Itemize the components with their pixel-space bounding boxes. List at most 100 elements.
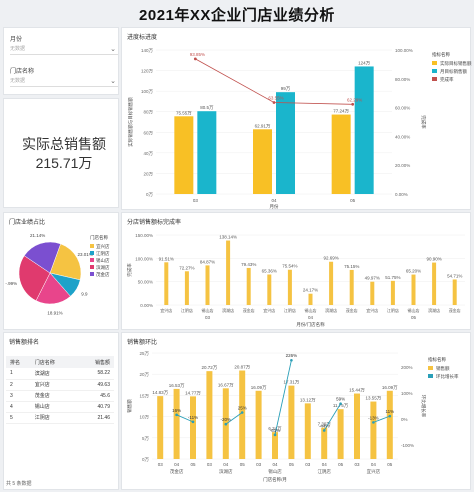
rate-label: 63.55% bbox=[268, 95, 283, 100]
header-rank[interactable]: 排名 bbox=[6, 356, 31, 368]
header-sales[interactable]: 销售额 bbox=[73, 356, 114, 368]
y2-tick-label: 60.00% bbox=[395, 106, 410, 111]
growth-point bbox=[339, 402, 342, 405]
bar-value-label: 62.91万 bbox=[255, 123, 271, 129]
y-tick-label: 10万 bbox=[139, 415, 149, 421]
bar-value-label: 16.09万 bbox=[251, 385, 267, 391]
bar-value-label: 16.53万 bbox=[169, 383, 185, 389]
bar bbox=[354, 66, 374, 194]
x-tick-label: 锡山店 bbox=[202, 307, 214, 313]
bar-value-label: 20.87万 bbox=[234, 365, 250, 371]
x-tick-label: 04 bbox=[272, 462, 278, 467]
x-tick-label: 04 bbox=[322, 462, 328, 467]
growth-label: -44% bbox=[319, 423, 330, 428]
y-tick-label: 0万 bbox=[146, 192, 154, 198]
table-row[interactable]: 3 茂金店 45.6 bbox=[6, 390, 114, 402]
legend-label: 宜兴店 bbox=[96, 243, 110, 250]
y2-tick-label: 80.00% bbox=[395, 77, 410, 82]
kpi-card: 实际总销售额 215.71万 bbox=[3, 98, 119, 208]
x-tick-label: 江阴店 bbox=[284, 307, 296, 313]
growth-point bbox=[224, 422, 228, 426]
completion-chart: 0.00% 50.00% 100.00% 150.00% 完成率 91.51% 宜兴店 72.… bbox=[126, 233, 465, 328]
bar-value-label: 84.87% bbox=[200, 259, 215, 264]
bar-value-label: 72.27% bbox=[179, 265, 194, 270]
bar bbox=[308, 293, 313, 305]
table-row[interactable]: 4 锡山店 40.79 bbox=[6, 401, 114, 413]
growth-point bbox=[322, 429, 326, 432]
y2-tick-label: 40.00% bbox=[395, 134, 410, 139]
legend-swatch bbox=[432, 69, 437, 73]
bar bbox=[321, 427, 328, 459]
table-row[interactable]: 1 滨湖店 58.22 bbox=[6, 368, 114, 380]
legend-label: 实际目标销售额 bbox=[440, 60, 472, 67]
bar bbox=[331, 114, 351, 194]
store-cell: 锡山店 bbox=[30, 401, 74, 413]
pie-label: 9.9 bbox=[81, 291, 88, 296]
rate-point bbox=[193, 57, 197, 61]
growth-label: -61% bbox=[270, 428, 281, 433]
x-tick-label: 茂金店 bbox=[346, 307, 358, 313]
store-select[interactable]: 无数据 ⌄ bbox=[10, 76, 118, 87]
y-tick-label: 140万 bbox=[141, 48, 154, 54]
bar bbox=[253, 129, 272, 194]
y2-tick-label: 0% bbox=[401, 417, 408, 422]
x-tick-label: 宜兴店 bbox=[263, 307, 275, 313]
month-select[interactable]: 无数据 ⌄ bbox=[10, 44, 118, 55]
bar-value-label: 80.5万 bbox=[200, 105, 214, 111]
y-tick-label: 25万 bbox=[139, 351, 149, 357]
x-tick-label: 05 bbox=[350, 198, 356, 203]
group-label: 茂金店 bbox=[170, 468, 184, 475]
bar-value-label: 11.75万 bbox=[333, 403, 349, 409]
legend-swatch bbox=[90, 244, 94, 248]
bar-value-label: 75.55万 bbox=[176, 110, 192, 116]
legend-swatch bbox=[432, 77, 437, 81]
ranking-title: 销售额排名 bbox=[9, 340, 40, 346]
bar bbox=[411, 274, 416, 305]
bar bbox=[164, 262, 169, 305]
table-row[interactable]: 5 江阴店 21.46 bbox=[6, 412, 114, 424]
store-cell: 滨湖店 bbox=[30, 368, 74, 380]
bar-value-label: 20.72万 bbox=[202, 365, 218, 371]
legend-swatch bbox=[432, 61, 437, 65]
y2-axis-label: 环比增长率 bbox=[420, 395, 427, 418]
rank-cell: 2 bbox=[6, 379, 31, 391]
bar-value-label: 65.20% bbox=[406, 269, 421, 274]
legend-label: 销售额 bbox=[436, 365, 450, 372]
bar-value-label: 17.31万 bbox=[284, 380, 300, 386]
share-chart-panel: 门店业绩占比 23.01% 9.9 18.91% -.99% 21.14% 门店名称 宜兴店… bbox=[3, 212, 119, 330]
growth-point bbox=[388, 414, 392, 418]
pie-slice bbox=[49, 243, 82, 281]
bar-value-label: 51.75% bbox=[385, 275, 400, 280]
rate-point bbox=[272, 101, 276, 104]
kpi-value: 215.71万 bbox=[35, 155, 93, 171]
bar-value-label: 16.09万 bbox=[382, 385, 398, 391]
bar bbox=[432, 262, 437, 305]
bar-value-label: 91.51% bbox=[159, 256, 174, 261]
group-label: 04 bbox=[308, 315, 314, 320]
sales-cell: 45.6 bbox=[73, 390, 114, 402]
kpi-label: 实际总销售额 bbox=[22, 136, 106, 152]
legend-swatch bbox=[90, 251, 94, 255]
x-axis-label: 月份/门店名称 bbox=[296, 321, 325, 328]
rate-label: 93.85% bbox=[190, 52, 205, 57]
x-tick-label: 04 bbox=[223, 462, 229, 467]
rank-cell: 3 bbox=[6, 390, 31, 402]
y-tick-label: 20万 bbox=[139, 372, 149, 378]
bar bbox=[287, 269, 292, 305]
rate-label: 62.29% bbox=[347, 97, 362, 102]
legend-swatch bbox=[90, 265, 94, 269]
bar bbox=[255, 390, 262, 459]
x-tick-label: 04 bbox=[271, 198, 277, 203]
progress-chart: 0万 20万 40万 60万 80万 100万 120万 140万 0.00% 20.00% 40.… bbox=[127, 48, 472, 210]
legend-label: 江阴店 bbox=[96, 250, 110, 257]
table-row[interactable]: 2 宜兴店 49.63 bbox=[6, 379, 114, 391]
bar-value-label: 24.17% bbox=[303, 288, 318, 293]
bar bbox=[197, 111, 217, 194]
growth-line bbox=[323, 403, 341, 431]
y2-tick-label: 100% bbox=[401, 391, 413, 396]
store-cell: 宜兴店 bbox=[30, 379, 74, 391]
y2-tick-label: 0.00% bbox=[395, 192, 408, 197]
x-tick-label: 03 bbox=[193, 198, 199, 203]
header-store[interactable]: 门店名称 bbox=[30, 356, 74, 368]
ranking-table: 排名 门店名称 销售额 1 滨湖店 58.22 2 宜兴店 49.63 3 茂金店 45.6… bbox=[6, 356, 114, 424]
